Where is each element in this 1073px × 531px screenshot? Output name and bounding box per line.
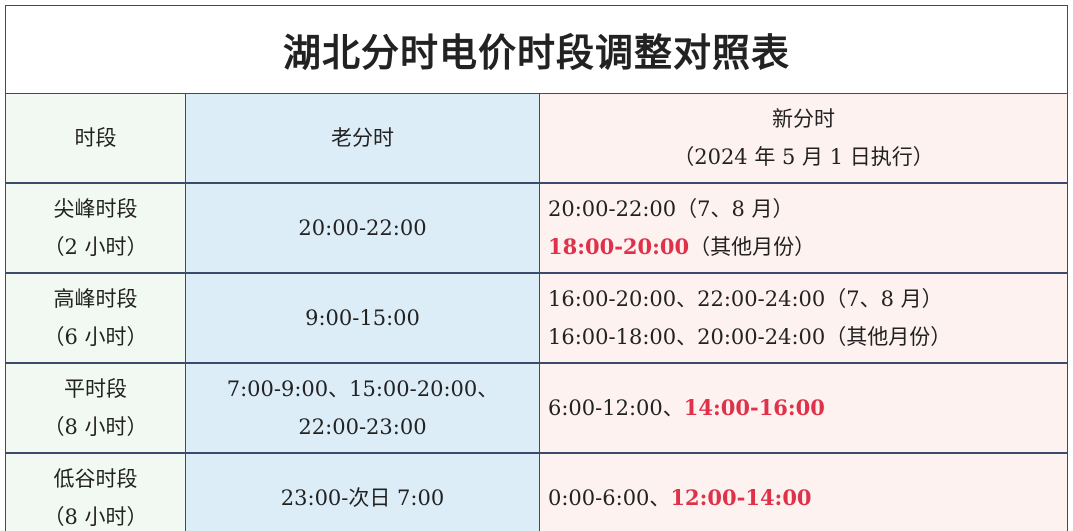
header-text: 时段: [74, 126, 117, 150]
new-text: 16:00-18:00、20:00-24:00（其他月份）: [548, 325, 952, 349]
old-text: 22:00-23:00: [298, 415, 427, 439]
old-cell: 23:00-次日 7:00: [185, 453, 540, 531]
header-cell: 新分时 （2024 年 5 月 1 日执行）: [539, 93, 1068, 183]
period-text: （2 小时）: [43, 235, 148, 259]
old-cell: 20:00-22:00: [185, 183, 540, 273]
old-text: 20:00-22:00: [298, 216, 427, 240]
period-text: （8 小时）: [43, 505, 148, 529]
new-cell: 16:00-20:00、22:00-24:00（7、8 月） 16:00-18:0…: [539, 273, 1068, 363]
new-text: 20:00-22:00（7、8 月）: [548, 197, 794, 221]
new-line: 0:00-6:00、12:00-14:00: [548, 479, 812, 517]
table-title: 湖北分时电价时段调整对照表: [5, 5, 1068, 94]
new-line: 20:00-22:00（7、8 月）: [548, 190, 794, 228]
period-text: （8 小时）: [43, 415, 148, 439]
new-line: 16:00-20:00、22:00-24:00（7、8 月）: [548, 280, 943, 318]
header-text: 老分时: [331, 126, 394, 150]
highlight-text: 14:00-16:00: [683, 395, 825, 420]
new-text: 0:00-6:00、: [548, 486, 671, 510]
period-text: 高峰时段: [53, 287, 138, 311]
period-text: 尖峰时段: [53, 197, 138, 221]
old-text: 23:00-次日 7:00: [280, 486, 445, 510]
old-text: 7:00-9:00、15:00-20:00、: [226, 377, 499, 401]
period-cell: 平时段 （8 小时）: [5, 363, 186, 453]
new-line: 18:00-20:00（其他月份）: [548, 228, 815, 266]
period-cell: 高峰时段 （6 小时）: [5, 273, 186, 363]
old-cell: 9:00-15:00: [185, 273, 540, 363]
period-cell: 低谷时段 （8 小时）: [5, 453, 186, 531]
period-cell: 尖峰时段 （2 小时）: [5, 183, 186, 273]
new-cell: 20:00-22:00（7、8 月） 18:00-20:00（其他月份）: [539, 183, 1068, 273]
old-text: 9:00-15:00: [305, 306, 420, 330]
new-line: 16:00-18:00、20:00-24:00（其他月份）: [548, 318, 951, 356]
new-line: 6:00-12:00、14:00-16:00: [548, 389, 825, 427]
new-cell: 0:00-6:00、12:00-14:00: [539, 453, 1068, 531]
new-text: （其他月份）: [689, 235, 816, 259]
new-text: 16:00-20:00、22:00-24:00（7、8 月）: [548, 287, 943, 311]
header-text: 新分时: [772, 107, 835, 131]
new-text: 6:00-12:00、: [548, 396, 684, 420]
period-text: 平时段: [64, 377, 127, 401]
header-cell: 老分时: [185, 93, 540, 183]
new-cell: 6:00-12:00、14:00-16:00: [539, 363, 1068, 453]
header-text: （2024 年 5 月 1 日执行）: [673, 145, 934, 169]
highlight-text: 12:00-14:00: [670, 485, 812, 510]
old-cell: 7:00-9:00、15:00-20:00、 22:00-23:00: [185, 363, 540, 453]
highlight-text: 18:00-20:00: [548, 234, 690, 259]
header-cell: 时段: [5, 93, 186, 183]
period-text: （6 小时）: [43, 325, 148, 349]
period-text: 低谷时段: [53, 467, 138, 491]
